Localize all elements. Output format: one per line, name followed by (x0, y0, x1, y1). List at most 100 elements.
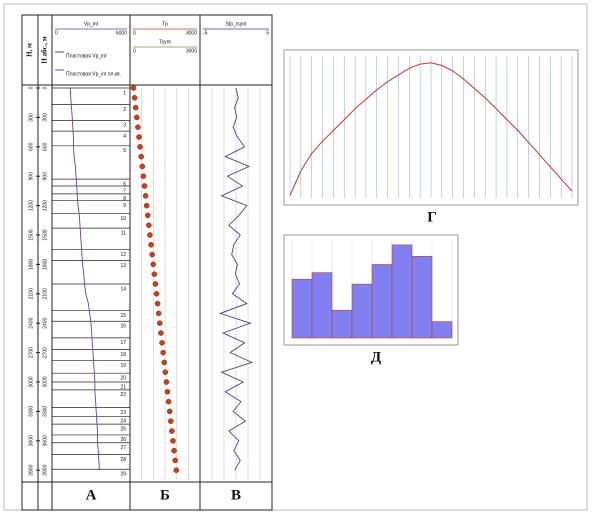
layer-label: 29 (120, 472, 126, 478)
layer-label: 13 (120, 263, 126, 269)
layer-label: 14 (120, 286, 126, 292)
layer-label: 4 (123, 133, 126, 139)
tp-point (172, 457, 178, 464)
tp-point (144, 212, 151, 219)
tp-point (171, 447, 177, 454)
tp-point (166, 408, 173, 415)
y-tick-label: 3600 (28, 435, 34, 446)
legend-label: Пластовая Vp_int (66, 53, 107, 59)
tp-point (140, 173, 147, 179)
y-tick-label: 0 (28, 86, 34, 89)
tp-point (152, 281, 159, 287)
y-tick-label: 600 (42, 142, 48, 151)
track-label: В (231, 487, 241, 503)
series-name: Tp (162, 21, 168, 27)
layer-label: 6 (123, 181, 126, 187)
y-tick-label: 2400 (42, 317, 48, 328)
layer-label: 17 (120, 340, 126, 346)
y-tick-label: 1800 (42, 259, 48, 270)
tp-point (164, 388, 171, 395)
series-name: Vp_int (84, 21, 99, 27)
layer-label: 8 (123, 196, 126, 202)
tp-point (173, 467, 180, 474)
tp-point (133, 114, 140, 121)
tp-point (137, 143, 143, 150)
layer-label: 12 (120, 252, 126, 258)
log-curve (218, 87, 254, 471)
log-curve (69, 87, 100, 471)
tp-point (148, 241, 154, 248)
tp-point (147, 232, 153, 238)
tp-point (149, 251, 155, 258)
layer-label: 23 (120, 410, 126, 416)
tp-point (162, 369, 169, 376)
y-tick-label: 900 (42, 172, 48, 181)
tp-point (158, 330, 164, 336)
layer-label: 21 (120, 384, 126, 390)
y-tick-label: 3000 (28, 376, 34, 387)
tp-point (132, 104, 139, 111)
layer-label: 3 (123, 123, 126, 129)
tp-point (169, 428, 175, 434)
layer-label: 18 (120, 352, 126, 358)
depth-label: Н, м (26, 43, 34, 57)
y-tick-label: 2400 (28, 317, 34, 328)
layer-label: 16 (120, 324, 126, 330)
tp-point (138, 153, 144, 160)
tp-point (170, 437, 176, 444)
y-tick-label: 2100 (42, 288, 48, 299)
layer-label: 2 (123, 107, 126, 113)
y-tick-label: 300 (28, 113, 34, 122)
y-tick-label: 1200 (28, 200, 34, 211)
tp-point (142, 192, 149, 199)
y-tick-label: 1800 (28, 259, 34, 270)
tp-point (151, 271, 158, 278)
layer-label: 19 (120, 363, 126, 369)
layer-label: 15 (120, 313, 126, 319)
tp-point (136, 134, 142, 140)
layer-label: 7 (123, 188, 126, 194)
page-border (3, 3, 588, 511)
tp-point (153, 290, 160, 297)
track-label: Б (160, 487, 170, 503)
layer-label: 9 (123, 203, 126, 209)
layer-label: 24 (120, 419, 126, 425)
tp-point (141, 183, 148, 189)
tp-point (131, 95, 138, 101)
y-tick-label: 2100 (28, 288, 34, 299)
tp-point (146, 222, 152, 228)
legend-label: Пластовая Vp_int пл.кв. (66, 71, 121, 77)
y-tick-label: 3300 (28, 406, 34, 417)
xlim-label: 3000 (186, 30, 197, 36)
layer-label: 27 (120, 445, 126, 451)
layer-label: 28 (120, 457, 126, 463)
series-name: Tsynt (159, 39, 171, 45)
y-tick-label: 1200 (42, 200, 48, 211)
bar (411, 256, 433, 339)
bar (291, 278, 313, 339)
tp-point (130, 85, 137, 91)
tp-point (167, 418, 174, 425)
tp-point (163, 379, 170, 385)
bar (391, 244, 413, 339)
y-tick-label: 600 (28, 142, 34, 151)
y-tick-label: 900 (28, 172, 34, 181)
layer-label: 26 (120, 437, 126, 443)
xlim-label: -5 (203, 30, 208, 36)
xlim-label: 6000 (116, 30, 127, 36)
y-tick-label: 2700 (28, 347, 34, 358)
tp-point (159, 339, 165, 346)
bar (371, 264, 393, 339)
xlim-label: 0 (55, 30, 58, 36)
y-tick-label: 3900 (28, 464, 34, 475)
y-tick-label: 300 (42, 113, 48, 122)
xlim-label: 5 (266, 30, 269, 36)
layer-label: 5 (123, 148, 126, 154)
xlim-label: 3000 (186, 48, 197, 54)
bar (431, 321, 453, 339)
y-tick-label: 2700 (42, 347, 48, 358)
layer-label: 1 (123, 90, 126, 96)
tp-point (161, 359, 168, 366)
bar (351, 283, 373, 339)
y-tick-label: 3300 (42, 406, 48, 417)
